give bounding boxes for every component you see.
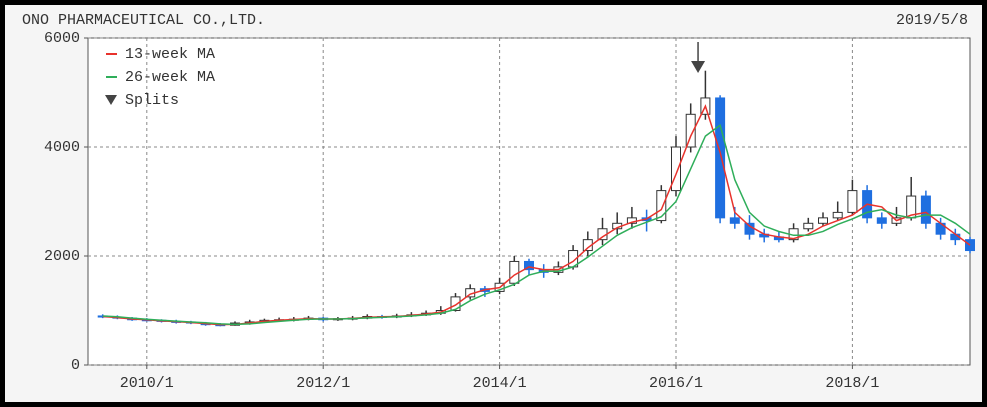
candle-body bbox=[832, 211, 843, 219]
ma-line bbox=[102, 123, 971, 326]
chart-date: 2019/5/8 bbox=[896, 12, 968, 29]
candle-body bbox=[744, 222, 755, 235]
chart-title: ONO PHARMACEUTICAL CO.,LTD. bbox=[22, 12, 265, 29]
candle-body bbox=[524, 260, 534, 271]
split-marker bbox=[691, 61, 706, 73]
x-tick-label: 2014/1 bbox=[473, 375, 527, 392]
y-tick-label: 0 bbox=[71, 357, 80, 374]
legend-label: Splits bbox=[125, 92, 179, 109]
candle-body bbox=[715, 97, 726, 219]
x-tick-label: 2012/1 bbox=[296, 375, 350, 392]
y-tick-label: 6000 bbox=[44, 30, 80, 47]
candle-body bbox=[876, 217, 887, 224]
candle-body bbox=[671, 146, 681, 192]
candle-body bbox=[920, 195, 931, 224]
candle-body bbox=[450, 296, 461, 311]
x-tick-label: 2016/1 bbox=[649, 375, 703, 392]
y-tick-label: 4000 bbox=[44, 139, 80, 156]
x-tick-label: 2018/1 bbox=[825, 375, 879, 392]
legend-label: 13-week MA bbox=[125, 46, 215, 63]
legend-label: 26-week MA bbox=[125, 69, 215, 86]
y-tick-label: 2000 bbox=[44, 248, 80, 265]
candle-body bbox=[729, 217, 740, 224]
candle-body bbox=[685, 113, 696, 148]
legend-swatch bbox=[105, 95, 117, 105]
candle-body bbox=[847, 190, 858, 213]
candle-body bbox=[803, 222, 814, 230]
candle-body bbox=[818, 217, 828, 224]
candle-body bbox=[509, 260, 520, 284]
x-tick-label: 2010/1 bbox=[120, 375, 174, 392]
plot-area bbox=[87, 37, 971, 366]
candle-body bbox=[656, 190, 667, 222]
